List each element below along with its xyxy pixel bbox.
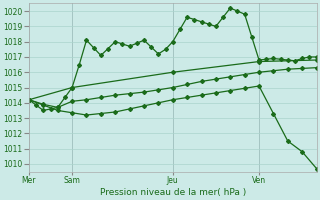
X-axis label: Pression niveau de la mer( hPa ): Pression niveau de la mer( hPa ) (100, 188, 246, 197)
